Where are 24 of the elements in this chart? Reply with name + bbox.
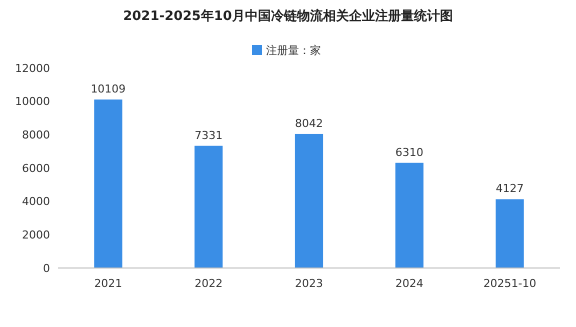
bar (94, 100, 122, 268)
chart-title: 2021-2025年10月中国冷链物流相关企业注册量统计图 (123, 8, 453, 24)
y-tick-label: 6000 (22, 162, 50, 175)
data-label: 6310 (395, 146, 424, 159)
data-label: 8042 (295, 116, 323, 130)
data-label: 7331 (194, 128, 223, 142)
data-label: 4127 (496, 182, 524, 196)
x-tick-label: 2024 (395, 277, 424, 290)
y-tick-label: 4000 (22, 195, 50, 208)
y-tick-label: 0 (43, 262, 50, 275)
y-tick-label: 12000 (15, 62, 50, 75)
bar (194, 146, 223, 268)
y-tick-label: 8000 (22, 128, 50, 142)
data-label: 10109 (90, 82, 126, 96)
x-tick-label: 2023 (295, 277, 323, 290)
x-tick-label: 2021 (94, 277, 122, 290)
bar (294, 134, 324, 268)
legend-label: 注册量：家 (266, 44, 321, 57)
bar (496, 199, 524, 268)
x-tick-label: 2022 (194, 277, 223, 290)
x-tick-label: 20251-10 (483, 277, 536, 290)
y-tick-label: 2000 (22, 228, 50, 242)
bar (395, 162, 424, 268)
y-tick-label: 10000 (15, 95, 50, 108)
